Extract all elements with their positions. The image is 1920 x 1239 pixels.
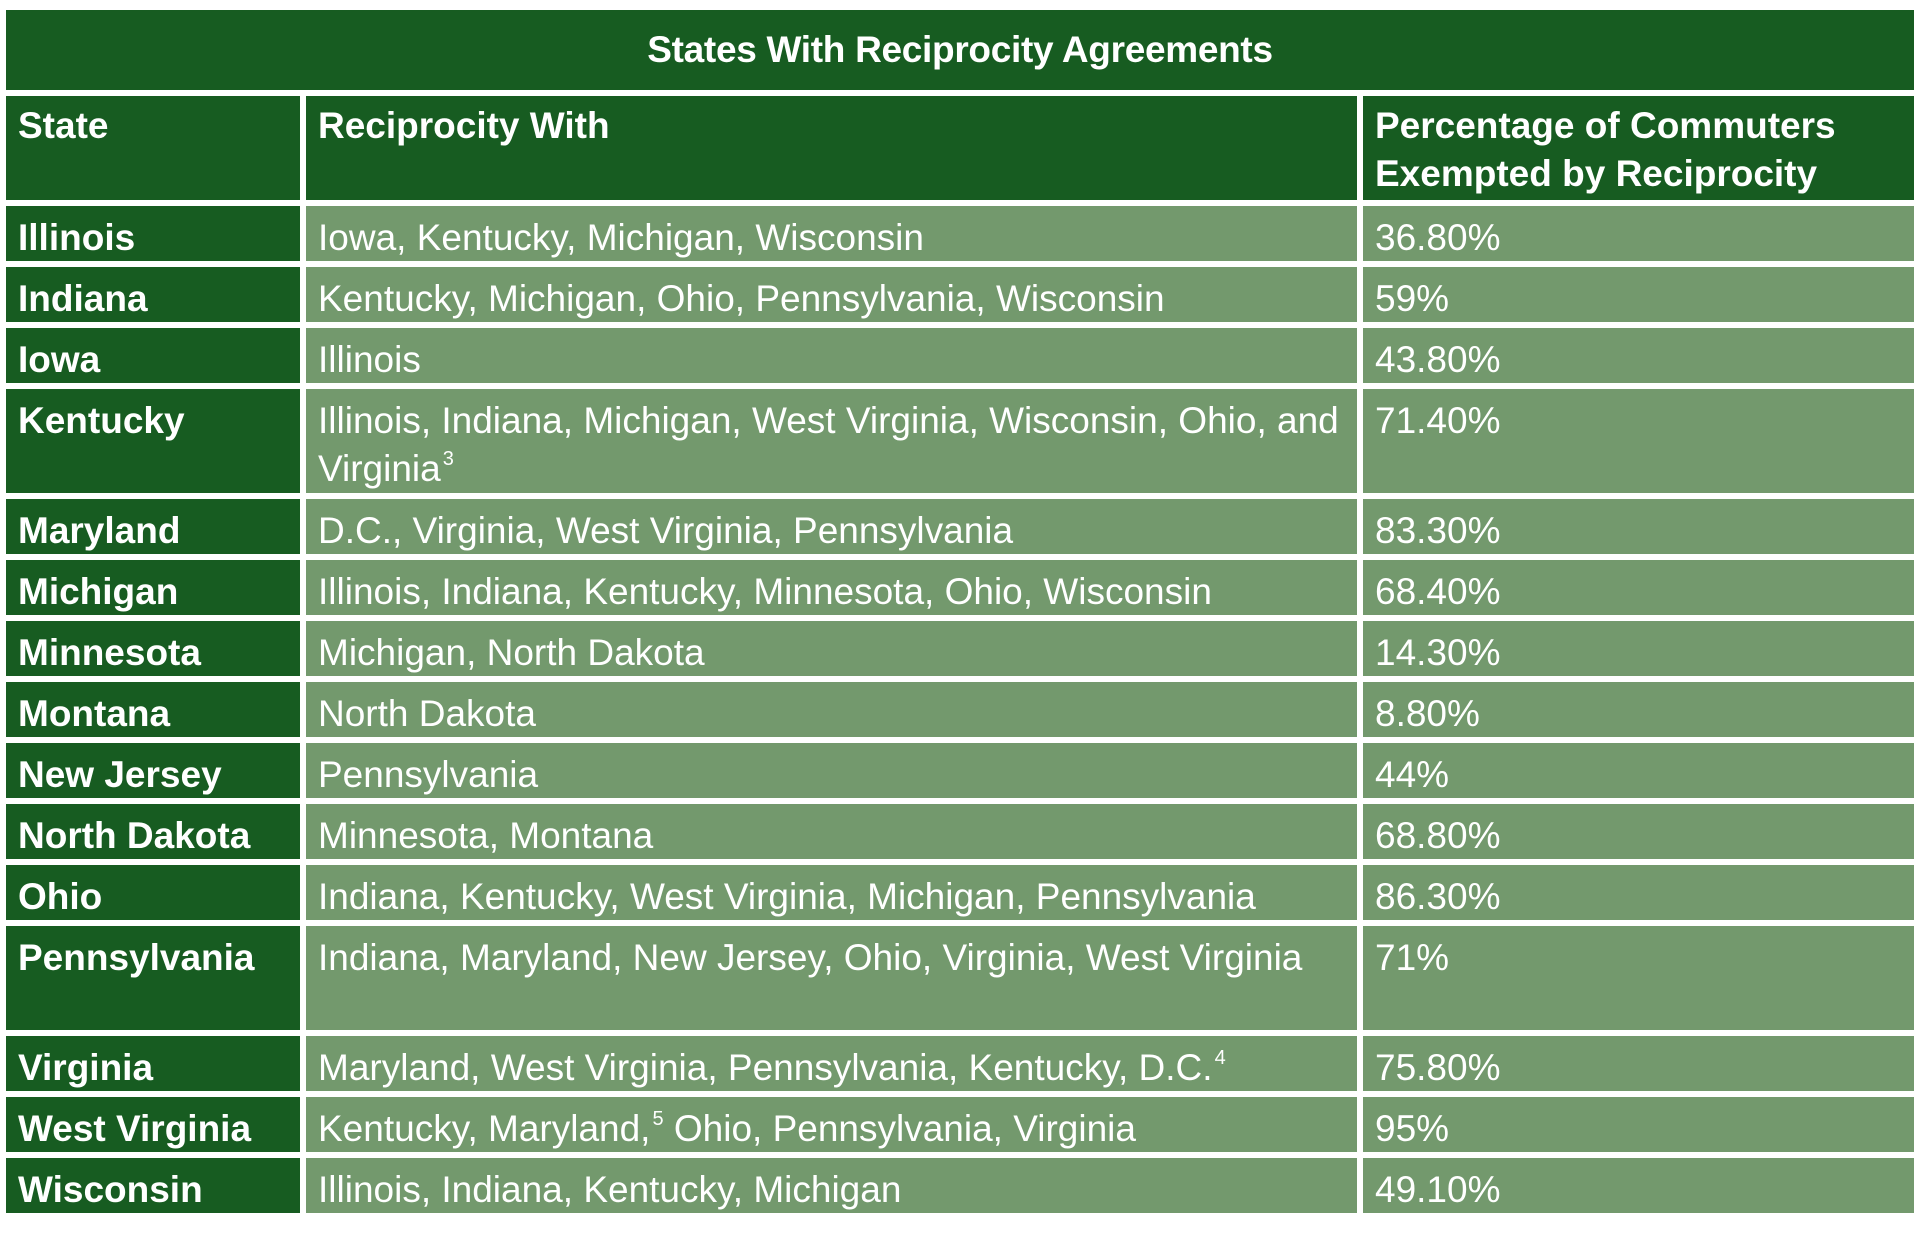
- table-row-state: Kentucky: [6, 389, 300, 493]
- table-row-state: Pennsylvania: [6, 926, 300, 1030]
- table-row-percentage: 83.30%: [1363, 499, 1914, 554]
- table-row-reciprocity: Michigan, North Dakota: [306, 621, 1357, 676]
- reciprocity-text: Kentucky, Maryland,: [318, 1108, 651, 1149]
- header-state: State: [6, 96, 300, 200]
- table-row-state: Michigan: [6, 560, 300, 615]
- table-row-percentage: 8.80%: [1363, 682, 1914, 737]
- table-row-percentage: 49.10%: [1363, 1158, 1914, 1213]
- table-row-percentage: 68.80%: [1363, 804, 1914, 859]
- table-row-percentage: 71%: [1363, 926, 1914, 1030]
- table-row-reciprocity: Illinois, Indiana, Michigan, West Virgin…: [306, 389, 1357, 493]
- table-row-reciprocity: Illinois: [306, 328, 1357, 383]
- table-row-state: Ohio: [6, 865, 300, 920]
- reciprocity-text: Illinois: [318, 339, 421, 380]
- table-row-reciprocity: Kentucky, Michigan, Ohio, Pennsylvania, …: [306, 267, 1357, 322]
- table-row-state: West Virginia: [6, 1097, 300, 1152]
- table-row-percentage: 44%: [1363, 743, 1914, 798]
- table-row-reciprocity: Maryland, West Virginia, Pennsylvania, K…: [306, 1036, 1357, 1091]
- table-row-state: New Jersey: [6, 743, 300, 798]
- table-row-percentage: 36.80%: [1363, 206, 1914, 261]
- reciprocity-text-continued: Ohio, Pennsylvania, Virginia: [663, 1108, 1136, 1149]
- reciprocity-text: Iowa, Kentucky, Michigan, Wisconsin: [318, 217, 924, 258]
- reciprocity-text: Illinois, Indiana, Kentucky, Michigan: [318, 1169, 902, 1210]
- reciprocity-text: Kentucky, Michigan, Ohio, Pennsylvania, …: [318, 278, 1165, 319]
- table-row-state: Minnesota: [6, 621, 300, 676]
- reciprocity-text: Michigan, North Dakota: [318, 632, 705, 673]
- header-percentage-line2: Exempted by Reciprocity: [1375, 153, 1818, 194]
- table-row-reciprocity: Indiana, Maryland, New Jersey, Ohio, Vir…: [306, 926, 1357, 1030]
- reciprocity-text: Pennsylvania: [318, 754, 539, 795]
- table-row-percentage: 71.40%: [1363, 389, 1914, 493]
- footnote-marker: 4: [1214, 1047, 1226, 1069]
- table-row-state: Iowa: [6, 328, 300, 383]
- table-title: States With Reciprocity Agreements: [6, 10, 1914, 90]
- table-row-state: Maryland: [6, 499, 300, 554]
- table-row-percentage: 75.80%: [1363, 1036, 1914, 1091]
- table-row-reciprocity: D.C., Virginia, West Virginia, Pennsylva…: [306, 499, 1357, 554]
- table-row-state: Indiana: [6, 267, 300, 322]
- table-row-state: North Dakota: [6, 804, 300, 859]
- table-row-reciprocity: Illinois, Indiana, Kentucky, Michigan: [306, 1158, 1357, 1213]
- reciprocity-text: North Dakota: [318, 693, 536, 734]
- header-percentage: Percentage of Commuters Exempted by Reci…: [1363, 96, 1914, 200]
- table-row-percentage: 95%: [1363, 1097, 1914, 1152]
- table-grid: State Reciprocity With Percentage of Com…: [6, 96, 1914, 1213]
- table-row-percentage: 14.30%: [1363, 621, 1914, 676]
- table-row-reciprocity: Iowa, Kentucky, Michigan, Wisconsin: [306, 206, 1357, 261]
- reciprocity-text: Illinois, Indiana, Kentucky, Minnesota, …: [318, 571, 1212, 612]
- reciprocity-text: Indiana, Maryland, New Jersey, Ohio, Vir…: [318, 937, 1303, 978]
- table-row-reciprocity: Kentucky, Maryland, 5 Ohio, Pennsylvania,…: [306, 1097, 1357, 1152]
- table-row-reciprocity: Illinois, Indiana, Kentucky, Minnesota, …: [306, 560, 1357, 615]
- table-row-reciprocity: North Dakota: [306, 682, 1357, 737]
- reciprocity-text: Maryland, West Virginia, Pennsylvania, K…: [318, 1047, 1213, 1088]
- table-row-percentage: 86.30%: [1363, 865, 1914, 920]
- table-row-percentage: 43.80%: [1363, 328, 1914, 383]
- table-row-state: Montana: [6, 682, 300, 737]
- header-percentage-line1: Percentage of Commuters: [1375, 105, 1836, 146]
- footnote-marker: 3: [442, 448, 454, 470]
- table-row-reciprocity: Minnesota, Montana: [306, 804, 1357, 859]
- header-reciprocity: Reciprocity With: [306, 96, 1357, 200]
- table-row-percentage: 68.40%: [1363, 560, 1914, 615]
- table-row-state: Illinois: [6, 206, 300, 261]
- reciprocity-text: D.C., Virginia, West Virginia, Pennsylva…: [318, 510, 1014, 551]
- table-row-state: Virginia: [6, 1036, 300, 1091]
- reciprocity-text: Minnesota, Montana: [318, 815, 654, 856]
- reciprocity-text: Illinois, Indiana, Michigan, West Virgin…: [318, 400, 1339, 489]
- table-row-reciprocity: Indiana, Kentucky, West Virginia, Michig…: [306, 865, 1357, 920]
- reciprocity-text: Indiana, Kentucky, West Virginia, Michig…: [318, 876, 1256, 917]
- table-row-state: Wisconsin: [6, 1158, 300, 1213]
- table-row-reciprocity: Pennsylvania: [306, 743, 1357, 798]
- footnote-marker: 5: [652, 1108, 664, 1130]
- table-row-percentage: 59%: [1363, 267, 1914, 322]
- reciprocity-table: States With Reciprocity Agreements State…: [6, 10, 1914, 1213]
